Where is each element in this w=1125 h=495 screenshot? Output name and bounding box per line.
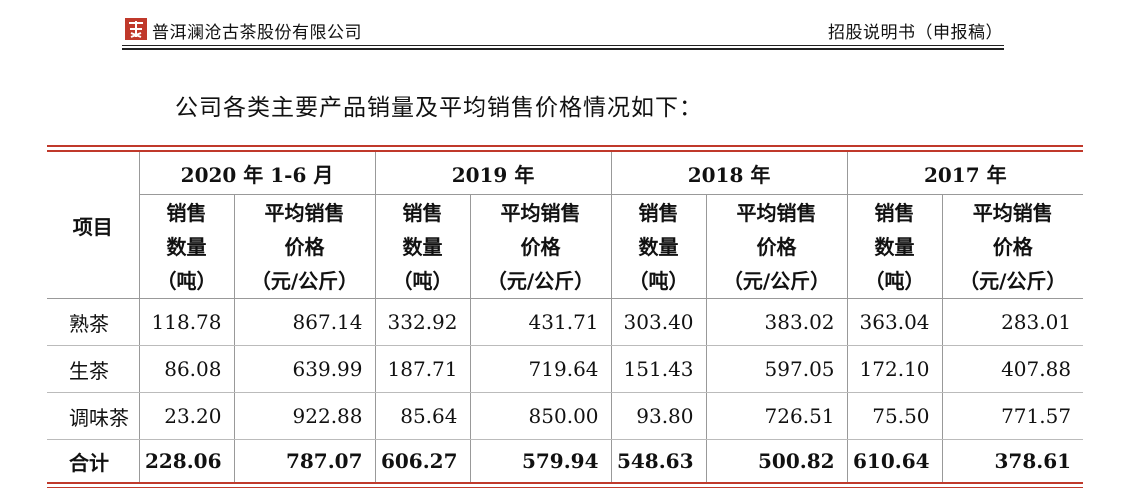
cell: 85.64 — [374, 392, 470, 440]
price-header: 平均销售 价格 （元/公斤） — [233, 194, 375, 299]
row-label: 熟茶 — [47, 298, 139, 346]
cell: 719.64 — [469, 345, 612, 393]
cell: 922.88 — [233, 392, 375, 440]
cell: 86.08 — [138, 345, 234, 393]
intro-sentence: 公司各类主要产品销量及平均销售价格情况如下： — [175, 95, 703, 121]
cell: 726.51 — [705, 392, 848, 440]
table-top-rule — [47, 145, 1083, 147]
qty-header: 销售 数量 （吨） — [374, 194, 470, 299]
total-label: 合计 — [69, 450, 109, 475]
cell: 187.71 — [374, 345, 470, 393]
qty-header: 销售 数量 （吨） — [610, 194, 707, 299]
period-header: 2019 年 — [374, 152, 612, 195]
cell: 867.14 — [233, 298, 375, 346]
table-row: 调味茶 23.20 922.88 85.64 850.00 93.80 726.… — [47, 392, 1084, 440]
cell: 407.88 — [941, 345, 1084, 393]
item-header: 项目 — [47, 152, 139, 299]
cell: 332.92 — [374, 298, 470, 346]
total-cell: 228.06 — [138, 439, 234, 482]
row-label: 调味茶 — [47, 392, 139, 440]
total-cell: 606.27 — [374, 439, 470, 482]
period-header: 2018 年 — [610, 152, 848, 195]
document-type: 招股说明书（申报稿） — [828, 23, 1003, 43]
total-cell: 500.82 — [705, 439, 848, 482]
cell: 303.40 — [610, 298, 707, 346]
table-row: 生茶 86.08 639.99 187.71 719.64 151.43 597… — [47, 345, 1084, 393]
period-header: 2017 年 — [846, 152, 1084, 195]
price-header: 平均销售 价格 （元/公斤） — [469, 194, 612, 299]
cell: 23.20 — [138, 392, 234, 440]
cell: 75.50 — [846, 392, 943, 440]
price-header: 平均销售 价格 （元/公斤） — [705, 194, 848, 299]
total-cell: 378.61 — [941, 439, 1084, 482]
cell: 850.00 — [469, 392, 612, 440]
cell: 118.78 — [138, 298, 234, 346]
price-header: 平均销售 价格 （元/公斤） — [941, 194, 1084, 299]
page-header: 普洱澜沧古茶股份有限公司 招股说明书（申报稿） — [0, 0, 1125, 50]
cell: 151.43 — [610, 345, 707, 393]
period-header-row: 项目 2020 年 1-6 月 2019 年 2018 年 2017 年 — [47, 152, 1084, 299]
cell: 383.02 — [705, 298, 848, 346]
total-cell: 548.63 — [610, 439, 707, 482]
qty-header: 销售 数量 （吨） — [138, 194, 234, 299]
cell: 363.04 — [846, 298, 943, 346]
cell: 431.71 — [469, 298, 612, 346]
table-row: 熟茶 118.78 867.14 332.92 431.71 303.40 38… — [47, 298, 1084, 346]
period-header: 2020 年 1-6 月 — [138, 152, 375, 195]
cell: 283.01 — [941, 298, 1084, 346]
total-row: 合计 228.06 787.07 606.27 579.94 548.63 50… — [47, 439, 1084, 482]
cell: 771.57 — [941, 392, 1084, 440]
company-logo-icon — [125, 18, 147, 40]
cell: 639.99 — [233, 345, 375, 393]
total-cell: 579.94 — [469, 439, 612, 482]
total-cell: 610.64 — [846, 439, 943, 482]
header-divider — [122, 45, 1004, 46]
total-cell: 787.07 — [233, 439, 375, 482]
sales-grid: 项目 2020 年 1-6 月 2019 年 2018 年 2017 年 销售数… — [47, 152, 1084, 482]
cell: 172.10 — [846, 345, 943, 393]
row-label: 生茶 — [47, 345, 139, 393]
sales-table: 项目 2020 年 1-6 月 2019 年 2018 年 2017 年 销售数… — [47, 145, 1084, 488]
header-divider-thick — [122, 48, 1004, 50]
cell: 597.05 — [705, 345, 848, 393]
cell: 93.80 — [610, 392, 707, 440]
metric-header-row: 销售 数量 （吨） 平均销售 价格 （元/公斤） 销售 数量 （吨） 平均销售 价格 （元/公斤… — [47, 194, 1084, 299]
table-bottom-rule — [47, 482, 1083, 484]
table-top-rule-2 — [47, 150, 1083, 152]
table-bottom-rule-2 — [47, 487, 1083, 488]
company-name: 普洱澜沧古茶股份有限公司 — [152, 23, 362, 43]
qty-header: 销售 数量 （吨） — [846, 194, 943, 299]
